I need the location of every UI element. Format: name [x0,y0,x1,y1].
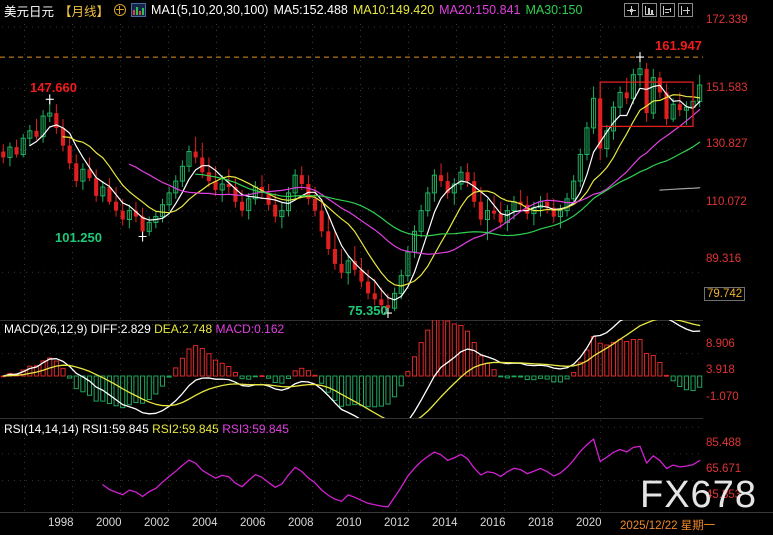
x-tick-2002: 2002 [144,517,170,529]
x-tick-2012: 2012 [384,517,410,529]
x-tick-1998: 1998 [48,517,74,529]
fx678-watermark: FX678 [640,474,757,516]
x-tick-2004: 2004 [192,517,218,529]
macd-tick-2: -1.070 [706,391,739,403]
current-date-label: 2025/12/22 星期一 [620,520,716,532]
rsi-panel[interactable] [0,418,773,512]
price-tick-4: 89.316 [706,253,742,265]
x-tick-2000: 2000 [96,517,122,529]
macd-value: MACD:0.162 [215,322,285,336]
x-tick-2020: 2020 [576,517,602,529]
annotation-low-101: 101.250 [55,230,102,245]
crosshair-circle-icon[interactable] [114,4,127,16]
macd-chart-canvas[interactable] [0,320,773,418]
x-tick-2014: 2014 [432,517,458,529]
x-tick-2006: 2006 [240,517,266,529]
x-tick-2018: 2018 [528,517,554,529]
rsi-tick-1: 65.671 [706,463,742,475]
price-tick-2: 130.827 [706,138,748,150]
rsi-title-row: RSI(14,14,14) RSI1:59.845 RSI2:59.845 RS… [4,422,289,436]
measure-tool-icon[interactable] [642,3,657,17]
x-tick-2016: 2016 [480,517,506,529]
price-current-label: 79.742 [704,287,746,301]
macd-tick-0: 8.906 [706,338,735,350]
price-chart-canvas[interactable] [0,20,773,320]
ma10-value: MA10:149.420 [352,3,435,17]
ma20-value: MA20:150.841 [439,3,521,17]
symbol-name[interactable]: 美元日元 [4,4,55,19]
date-axis: 1998 2000 2002 2004 2006 2008 2010 2012 … [0,512,773,535]
rsi2-value: RSI2:59.845 [152,422,219,436]
price-panel[interactable] [0,20,773,320]
macd-title-row: MACD(26,12,9) DIFF:2.829 DEA:2.748 MACD:… [4,322,284,336]
macd-title: MACD(26,12,9) [4,322,88,336]
price-tick-0: 172.339 [706,14,748,26]
expand-tool-icon[interactable] [678,3,693,17]
price-tick-1: 151.583 [706,82,748,94]
annotation-high-147: 147.660 [30,80,77,95]
rsi1-value: RSI1:59.845 [82,422,149,436]
rsi3-value: RSI3:59.845 [222,422,289,436]
x-tick-2010: 2010 [336,517,362,529]
chart-toolbar [624,3,693,17]
macd-tick-1: 3.918 [706,364,735,376]
ma30-value: MA30:150 [525,3,583,17]
price-tick-3: 110.072 [706,196,747,208]
annotation-low-75: 75.350 [348,303,388,318]
candlestick-icon[interactable] [131,3,147,17]
period-label[interactable]: 【月线】 [59,4,110,19]
macd-panel[interactable] [0,320,773,418]
rsi-title: RSI(14,14,14) [4,422,79,436]
rsi-divider [0,418,703,419]
ma-config-label: MA1(5,10,20,30,100) [151,3,269,17]
rsi-tick-0: 85.488 [706,437,742,449]
chart-header: 美元日元 【月线】 MA1(5,10,20,30,100) MA5:152.48… [0,0,773,20]
zoom-tool-icon[interactable] [660,3,675,17]
macd-divider [0,320,703,321]
annotation-high-161: 161.947 [655,38,702,53]
macd-dea: DEA:2.748 [154,322,213,336]
x-tick-2008: 2008 [288,517,314,529]
move-tool-icon[interactable] [624,3,639,17]
rsi-tick-2: 45.853 [706,489,742,501]
macd-diff: DIFF:2.829 [90,322,151,336]
ma5-value: MA5:152.488 [273,3,348,17]
rsi-chart-canvas[interactable] [0,418,773,512]
